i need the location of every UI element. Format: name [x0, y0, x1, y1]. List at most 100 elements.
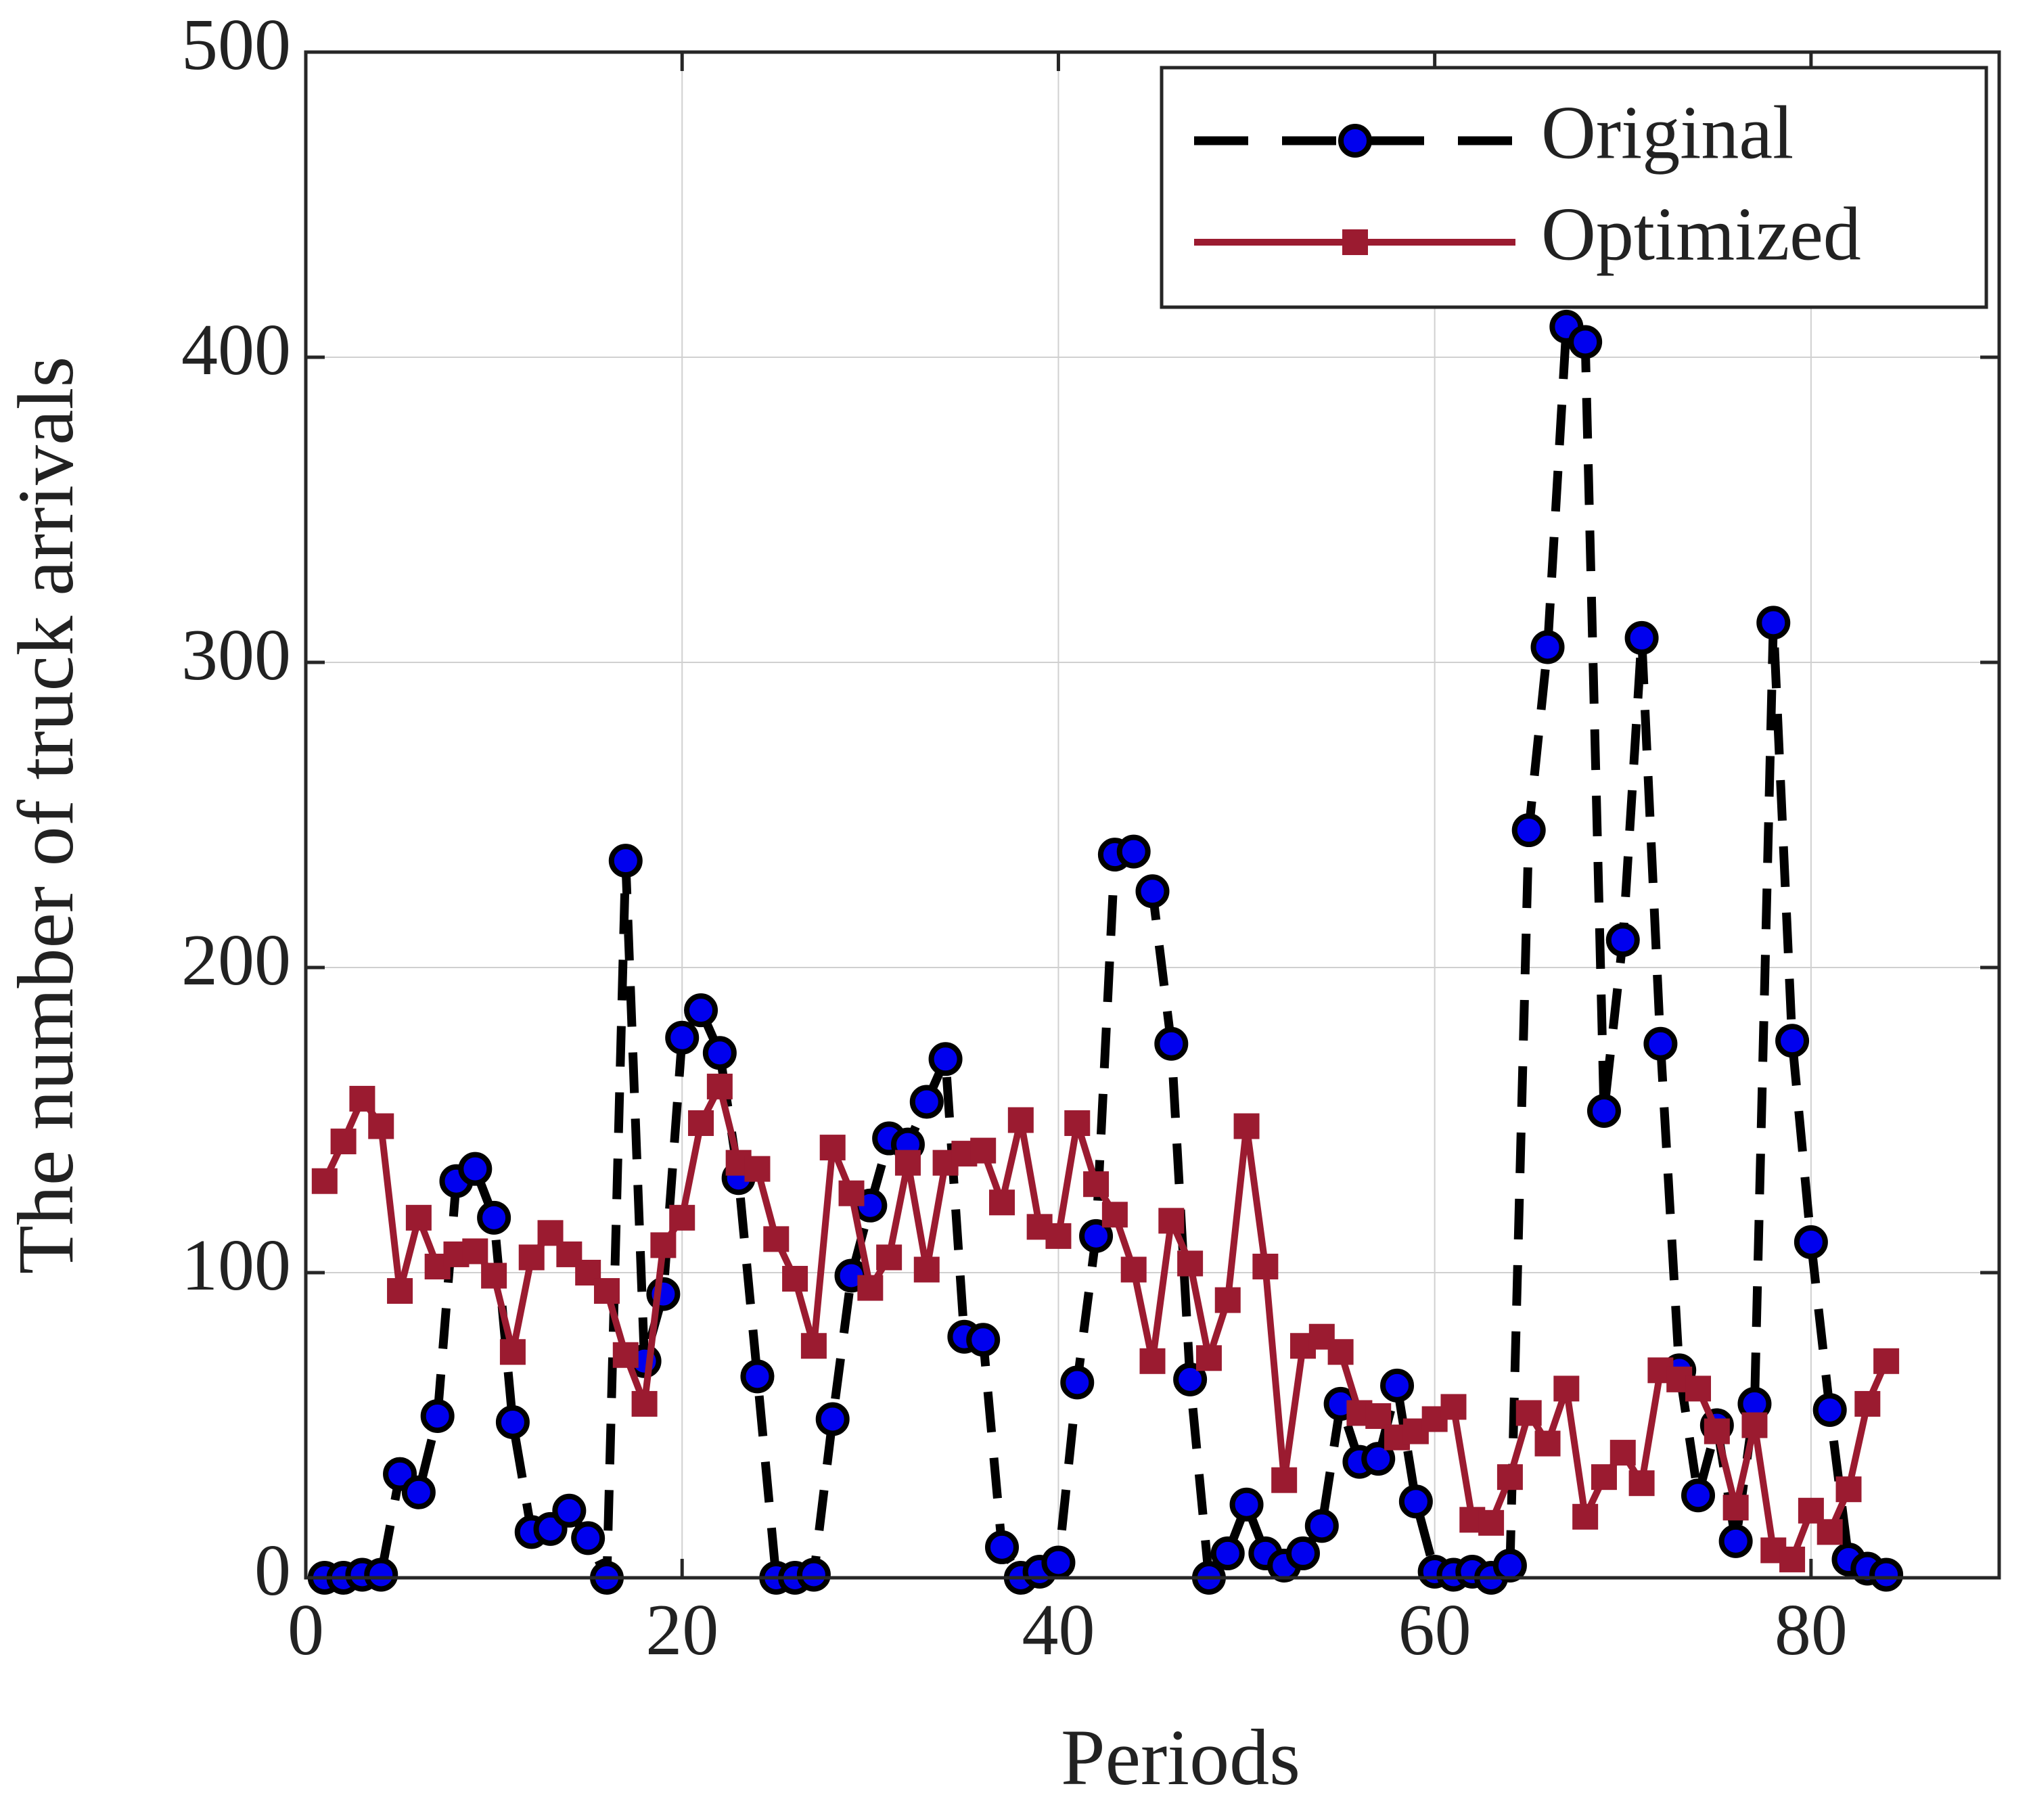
marker: [1722, 1495, 1749, 1521]
marker: [1704, 1418, 1730, 1444]
marker: [1361, 1442, 1396, 1476]
marker: [684, 993, 718, 1028]
marker: [1553, 1375, 1580, 1402]
marker: [1154, 1026, 1189, 1061]
marker: [1440, 1394, 1467, 1420]
marker: [1511, 813, 1546, 848]
marker: [1775, 1024, 1810, 1058]
marker: [740, 1359, 775, 1394]
marker: [1534, 1430, 1561, 1457]
marker: [462, 1238, 488, 1265]
marker: [1120, 1256, 1147, 1283]
marker: [650, 1232, 677, 1258]
marker: [330, 1129, 357, 1155]
marker: [499, 1339, 526, 1365]
marker: [612, 1342, 639, 1368]
marker: [458, 1152, 493, 1186]
marker: [702, 1036, 737, 1070]
x-axis-label: Periods: [1061, 1713, 1300, 1802]
y-tick-label: 0: [254, 1530, 291, 1611]
marker: [1586, 1093, 1621, 1128]
marker: [1158, 1208, 1185, 1234]
marker: [1779, 1546, 1806, 1572]
marker: [782, 1266, 808, 1292]
marker: [1041, 1545, 1076, 1580]
marker: [1568, 325, 1603, 359]
x-tick-label: 0: [288, 1590, 324, 1670]
marker: [857, 1275, 884, 1301]
marker: [1064, 1110, 1091, 1137]
marker: [1252, 1253, 1279, 1279]
marker: [1079, 1219, 1114, 1253]
marker: [1214, 1287, 1241, 1313]
legend-box: [1160, 66, 1988, 309]
marker: [1624, 620, 1659, 655]
marker: [796, 1557, 831, 1592]
marker: [631, 1390, 658, 1417]
marker: [1794, 1225, 1828, 1259]
marker: [1380, 1368, 1415, 1403]
marker: [1497, 1464, 1523, 1491]
marker: [1873, 1348, 1900, 1374]
marker: [349, 1085, 375, 1112]
marker: [665, 1020, 700, 1055]
legend-label: Optimized: [1541, 193, 1861, 277]
marker: [420, 1398, 455, 1433]
marker: [1116, 834, 1151, 869]
marker: [819, 1135, 846, 1161]
series: [311, 1073, 1900, 1572]
series-line: [324, 322, 1888, 1583]
legend-label: Original: [1541, 91, 1794, 175]
marker: [1572, 1503, 1599, 1530]
marker: [477, 1200, 511, 1235]
marker: [815, 1402, 850, 1436]
marker: [364, 1557, 398, 1592]
marker: [1045, 1223, 1072, 1249]
marker: [1195, 1345, 1222, 1371]
y-tick-label: 500: [181, 5, 291, 85]
marker: [405, 1204, 432, 1231]
marker: [706, 1073, 733, 1099]
marker: [1177, 1250, 1204, 1277]
x-tick-label: 80: [1775, 1590, 1848, 1670]
marker: [744, 1156, 771, 1182]
marker: [1338, 124, 1372, 158]
marker: [593, 1278, 620, 1304]
marker: [970, 1137, 997, 1164]
marker: [1817, 1519, 1843, 1545]
series: [307, 309, 1904, 1595]
y-axis-label: The number of truck arrivals: [1, 357, 90, 1274]
y-tick-label: 300: [181, 615, 291, 696]
marker: [1869, 1557, 1904, 1592]
marker: [1233, 1113, 1260, 1139]
x-tick-label: 20: [645, 1590, 718, 1670]
marker: [1515, 1400, 1542, 1426]
marker: [1478, 1509, 1505, 1536]
marker: [1835, 1476, 1862, 1503]
marker: [1812, 1392, 1847, 1427]
y-tick-label: 200: [181, 920, 291, 1001]
marker: [688, 1110, 714, 1137]
marker: [1304, 1509, 1339, 1543]
marker: [311, 1168, 338, 1194]
axes-box: [304, 50, 2001, 1580]
marker: [552, 1493, 587, 1528]
marker: [894, 1150, 921, 1176]
marker: [1101, 1202, 1128, 1228]
marker: [838, 1180, 865, 1206]
marker: [909, 1085, 944, 1119]
marker: [669, 1204, 695, 1231]
marker: [1605, 923, 1640, 957]
marker: [1718, 1524, 1753, 1558]
marker: [1398, 1484, 1433, 1519]
marker: [1628, 1470, 1655, 1497]
marker: [1229, 1487, 1264, 1522]
marker: [368, 1113, 394, 1139]
marker: [387, 1278, 413, 1304]
marker: [763, 1226, 790, 1252]
legend: Original Optimized: [1160, 66, 1988, 309]
marker: [608, 844, 643, 878]
marker: [1681, 1478, 1716, 1513]
marker: [1135, 874, 1170, 909]
